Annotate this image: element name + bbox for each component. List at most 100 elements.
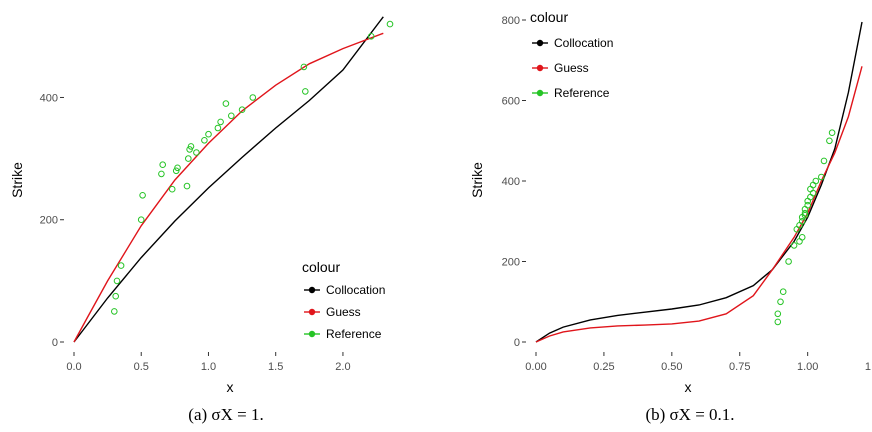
data-point-reference — [386, 20, 394, 28]
data-point-reference — [158, 170, 165, 178]
x-axis-title: x — [227, 379, 234, 395]
x-tick-label: 1.25 — [865, 361, 872, 373]
legend-entry-collocation: Collocation — [532, 36, 613, 50]
data-point-reference — [111, 308, 118, 315]
legend-label: Collocation — [326, 283, 385, 297]
x-tick-label: 0.00 — [525, 361, 546, 373]
data-point-reference — [367, 33, 375, 40]
x-tick-label: 1.00 — [797, 361, 818, 373]
data-point-reference — [809, 189, 817, 197]
y-tick-label: 800 — [502, 15, 520, 27]
legend: colour Collocation Guess Reference — [302, 259, 385, 341]
data-point-reference — [809, 181, 817, 189]
x-tick-label: 1.5 — [268, 361, 283, 373]
data-point-reference — [801, 205, 809, 213]
data-point-reference — [172, 167, 180, 175]
series-line-guess — [535, 66, 863, 343]
legend: colour Collocation Guess Reference — [530, 9, 613, 100]
data-point-reference — [796, 238, 803, 245]
series-line-guess — [73, 32, 384, 343]
data-point-reference — [807, 193, 814, 201]
data-point-reference — [777, 298, 784, 306]
data-point-reference — [113, 277, 121, 285]
y-tick-label: 600 — [502, 96, 520, 108]
x-tick-label: 0.50 — [661, 361, 682, 373]
data-point-reference — [807, 185, 814, 193]
figure-caption: (a) σX = 1. — [188, 405, 263, 424]
y-tick-label: 400 — [502, 176, 520, 188]
x-tick-label: 0.0 — [66, 361, 81, 373]
data-point-reference — [818, 173, 825, 181]
legend-key-dot — [308, 286, 316, 294]
data-point-reference — [779, 288, 787, 296]
x-tick-label: 2.0 — [335, 361, 350, 373]
figure-caption: (b) σX = 0.1. — [645, 405, 734, 424]
data-point-reference — [801, 209, 809, 217]
legend-label: Collocation — [554, 36, 613, 50]
legend-key-dot — [308, 308, 316, 316]
legend-key-dot — [536, 64, 544, 72]
data-point-reference — [300, 63, 308, 71]
data-point-reference — [798, 218, 806, 225]
data-point-reference — [137, 216, 145, 223]
y-axis-title: Strike — [469, 162, 485, 198]
chart-panel-1: 0 200 400 0.0 0.5 1.0 1.5 2.0 x Strike colour Collo… — [9, 16, 394, 424]
data-point-reference — [214, 124, 222, 132]
data-point-reference — [302, 88, 309, 95]
data-point-reference — [812, 177, 820, 185]
data-point-reference — [222, 100, 230, 107]
data-point-reference — [238, 106, 246, 113]
legend-key-dot — [536, 89, 544, 97]
y-tick-label: 200 — [502, 257, 520, 269]
data-point-reference — [790, 242, 798, 249]
legend-entry-reference: Reference — [304, 327, 382, 341]
legend-key-dot — [536, 39, 544, 47]
data-point-reference — [139, 192, 146, 199]
data-point-reference — [186, 146, 193, 153]
data-point-reference — [801, 211, 809, 219]
data-point-reference — [117, 262, 125, 269]
y-tick-label: 400 — [40, 92, 58, 104]
data-point-reference — [201, 137, 208, 144]
data-point-reference — [112, 292, 119, 300]
data-point-reference — [228, 112, 235, 120]
data-point-reference — [798, 234, 806, 241]
legend-entry-guess: Guess — [304, 305, 361, 319]
data-point-reference — [217, 118, 224, 126]
y-axis-title: Strike — [9, 162, 25, 198]
data-point-reference — [804, 197, 812, 205]
legend-label: Reference — [554, 86, 610, 100]
data-point-reference — [205, 130, 212, 138]
x-tick-label: 0.5 — [134, 361, 149, 373]
x-axis-title: x — [685, 379, 692, 395]
data-point-reference — [249, 94, 257, 101]
data-point-reference — [774, 318, 782, 326]
data-point-reference — [183, 182, 191, 190]
chart-panel-2: 0 200 400 600 800 0.00 0.25 0.50 0.75 1.00 1.25 x St… — [469, 9, 872, 424]
data-point-reference — [159, 161, 166, 168]
legend-key-dot — [308, 330, 316, 338]
y-tick-label: 200 — [40, 215, 58, 227]
y-tick-label: 0 — [52, 337, 58, 349]
legend-entry-reference: Reference — [532, 86, 610, 100]
legend-title: colour — [530, 9, 568, 25]
y-tick-label: 0 — [514, 337, 520, 349]
data-point-reference — [187, 143, 195, 150]
legend-entry-guess: Guess — [532, 61, 589, 75]
series-line-collocation — [73, 16, 384, 343]
data-point-reference — [826, 137, 833, 145]
data-point-reference — [168, 185, 176, 193]
data-point-reference — [828, 129, 836, 136]
data-point-reference — [174, 164, 181, 172]
data-point-reference — [804, 201, 812, 209]
x-tick-label: 0.25 — [593, 361, 614, 373]
legend-entry-collocation: Collocation — [304, 283, 385, 297]
data-point-reference — [820, 157, 828, 165]
data-point-reference — [774, 310, 782, 318]
legend-label: Reference — [326, 327, 382, 341]
legend-label: Guess — [554, 61, 589, 75]
legend-label: Guess — [326, 305, 361, 319]
data-point-reference — [785, 258, 792, 265]
x-tick-label: 1.0 — [201, 361, 216, 373]
